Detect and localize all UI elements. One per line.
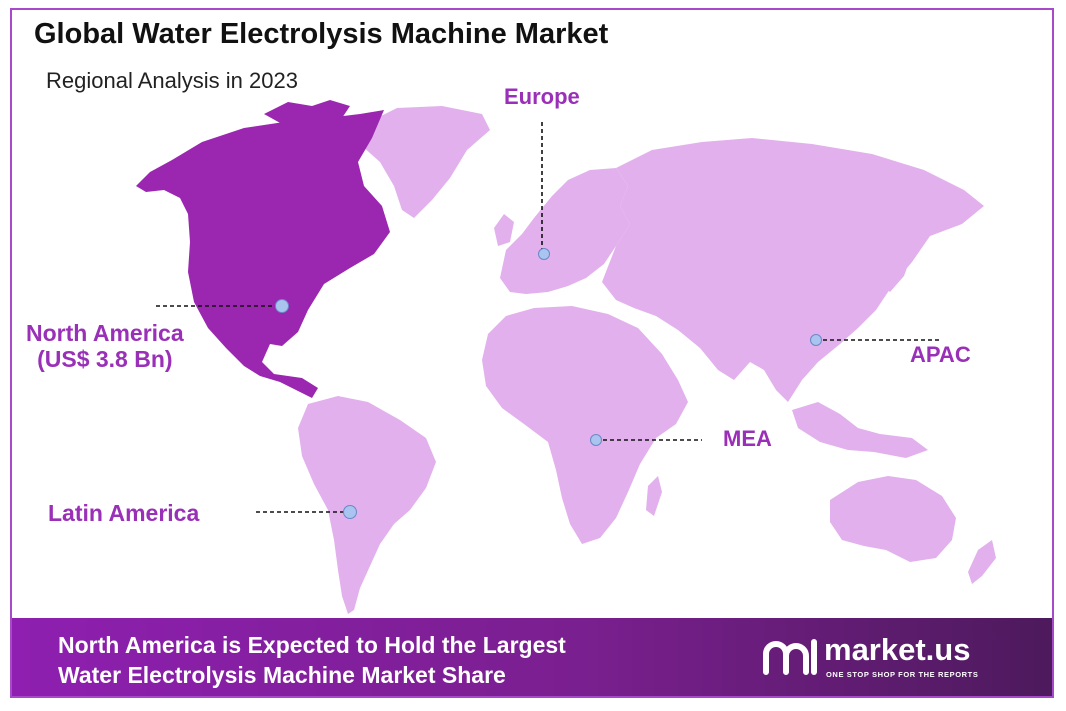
europe-shape bbox=[500, 168, 630, 294]
page-subtitle: Regional Analysis in 2023 bbox=[46, 68, 298, 93]
north-america-marker bbox=[275, 299, 289, 313]
infographic-frame: Global Water Electrolysis Machine Market… bbox=[10, 8, 1054, 698]
greenland-shape bbox=[357, 106, 490, 218]
footer-line-2: Water Electrolysis Machine Market Share bbox=[58, 662, 506, 688]
africa-shape bbox=[482, 306, 688, 544]
brand-logo: market.us ONE STOP SHOP FOR THE REPORTS bbox=[762, 632, 1022, 684]
north-america-value: (US$ 3.8 Bn) bbox=[37, 346, 173, 373]
world-map bbox=[136, 100, 996, 614]
asia-shape bbox=[602, 138, 984, 402]
footer-message: North America is Expected to Hold the La… bbox=[58, 630, 566, 690]
page-title: Global Water Electrolysis Machine Market bbox=[34, 18, 609, 50]
latin-america-label: Latin America bbox=[48, 500, 200, 526]
brand-name: market.us bbox=[824, 632, 971, 667]
north-america-label: North America (US$ 3.8 Bn) bbox=[26, 320, 184, 373]
brand-mark-icon bbox=[763, 639, 817, 675]
brand-tagline: ONE STOP SHOP FOR THE REPORTS bbox=[826, 670, 979, 679]
southeast-asia-islands-shape bbox=[792, 402, 928, 458]
europe-marker bbox=[538, 248, 550, 260]
north-america-name: North America bbox=[26, 320, 184, 346]
arctic-islands-shape bbox=[264, 100, 350, 124]
south-america-shape bbox=[298, 396, 436, 614]
japan-shape bbox=[882, 242, 912, 292]
footer-banner: North America is Expected to Hold the La… bbox=[12, 618, 1052, 696]
mea-marker bbox=[590, 434, 602, 446]
apac-marker bbox=[810, 334, 822, 346]
madagascar-shape bbox=[646, 476, 662, 516]
uk-shape bbox=[494, 214, 514, 246]
north-america-shape bbox=[136, 110, 390, 398]
mea-label: MEA bbox=[723, 426, 772, 451]
new-zealand-shape bbox=[968, 540, 996, 584]
europe-label: Europe bbox=[504, 84, 580, 109]
apac-label: APAC bbox=[910, 342, 971, 367]
footer-line-1: North America is Expected to Hold the La… bbox=[58, 632, 566, 658]
latin-america-marker bbox=[343, 505, 357, 519]
australia-shape bbox=[830, 476, 956, 562]
